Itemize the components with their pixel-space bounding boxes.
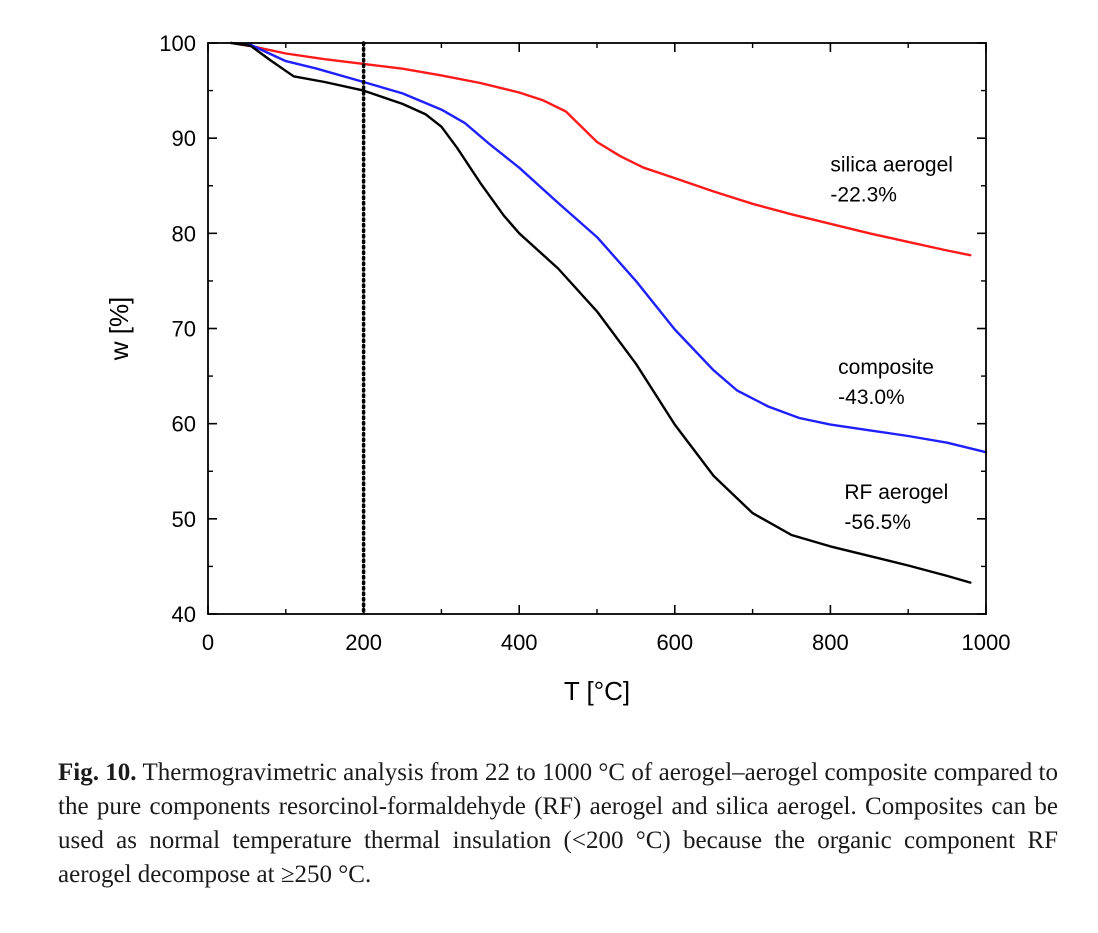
plot-lines [230,41,988,584]
y-axis-label: w [%] [104,297,134,362]
annotation-value-2: -56.5% [844,511,911,534]
tick-labels: 0 200 400 600 800 1000 40 50 60 70 80 90 100 [159,31,1010,655]
y-tick-label: 40 [172,602,196,627]
axis-ticks [207,42,987,615]
caption-text: Thermogravimetric analysis from 22 to 10… [58,759,1058,888]
figure-label: Fig. 10. [58,759,137,786]
x-tick-label: 0 [202,630,214,655]
x-tick-label: 400 [501,630,538,655]
y-tick-label: 80 [172,221,196,246]
annotation-label-0: silica aerogel [830,153,953,176]
series-line-0 [230,41,972,257]
x-tick-label: 1000 [962,630,1011,655]
y-tick-label: 100 [159,31,196,56]
annotation-value-0: -22.3% [830,183,897,206]
annotation-label-1: composite [838,356,934,379]
figure-caption: Fig. 10. Thermogravimetric analysis from… [58,756,1058,892]
x-tick-label: 800 [812,630,849,655]
x-tick-label: 600 [656,630,693,655]
y-tick-label: 50 [172,507,196,532]
x-tick-label: 200 [345,630,382,655]
y-tick-label: 60 [172,412,196,437]
series-line-1 [230,41,988,454]
y-tick-label: 70 [172,317,196,342]
series-annotations: silica aerogel -22.3% composite -43.0% RF ae… [830,153,953,533]
annotation-value-1: -43.0% [838,386,905,409]
annotation-label-2: RF aerogel [844,481,948,504]
x-axis-label: T [°C] [564,676,630,706]
y-tick-label: 90 [172,126,196,151]
series-line-2 [230,41,972,584]
